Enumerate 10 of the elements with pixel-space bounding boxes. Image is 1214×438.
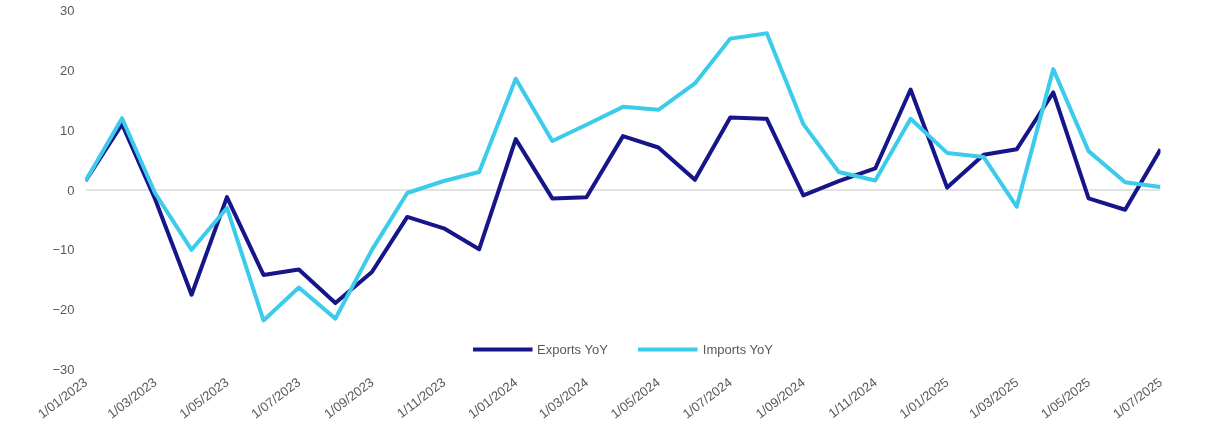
y-tick-label: 30 <box>60 3 75 18</box>
legend-label: Imports YoY <box>702 341 773 357</box>
y-tick-label: −10 <box>52 242 75 258</box>
y-tick-label: −30 <box>52 362 75 377</box>
line-series <box>85 31 1161 323</box>
y-tick-label: 20 <box>60 62 75 78</box>
y-tick-label: 10 <box>60 122 75 138</box>
y-tick-label: 0 <box>67 182 75 198</box>
y-tick-label: −20 <box>52 302 75 318</box>
legend-label: Exports YoY <box>537 341 608 357</box>
